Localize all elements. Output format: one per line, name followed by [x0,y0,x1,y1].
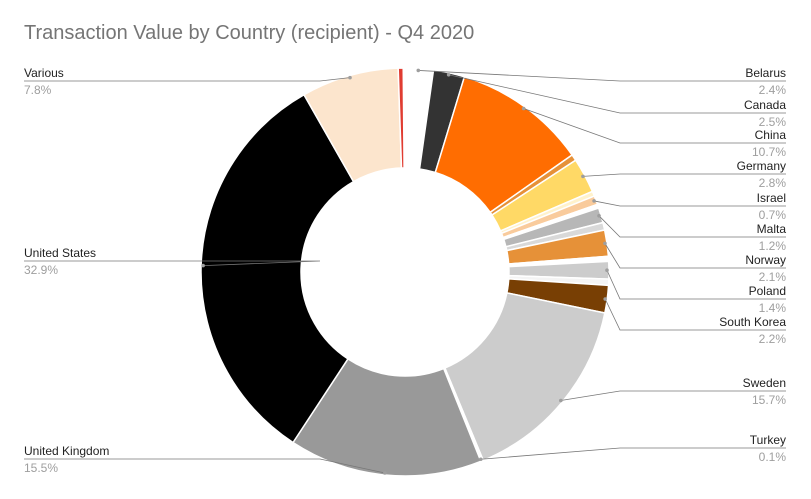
labels: Belarus 2.4%Canada 2.5%China 10.7%Germany 2.… [24,66,786,475]
label-name-canada: Canada [744,98,786,112]
leader-dot-israel [592,199,596,203]
leader-germany [582,173,786,177]
leader-dot-south-korea [603,297,607,301]
label-name-united-states: United States [24,246,96,260]
label-name-china: China [755,128,787,142]
leader-dot-norway [603,241,607,246]
label-value-south-korea: 2.2% [759,332,787,346]
leader-dot-sweden [559,398,563,403]
slice-unlabeled-21 [397,67,405,169]
label-value-united-states: 32.9% [24,263,58,277]
leader-canada [448,74,786,114]
label-name-turkey: Turkey [750,433,786,447]
leader-china [523,108,786,144]
label-value-israel: 0.7% [759,208,787,222]
slices [200,67,610,477]
leader-united-states [24,260,321,267]
leader-lines [24,68,786,475]
leader-dot-united-states [201,263,205,268]
leader-malta [598,215,786,238]
slice-united-states [200,93,355,444]
label-name-various: Various [24,66,64,80]
label-name-belarus: Belarus [745,66,786,80]
leader-turkey [480,447,786,460]
label-name-united-kingdom: United Kingdom [24,444,109,458]
leader-various [24,77,351,82]
leader-poland [606,270,786,300]
leader-sweden [560,390,786,401]
label-value-sweden: 15.7% [752,393,786,407]
label-value-united-kingdom: 15.5% [24,461,58,475]
leader-dot-malta [597,214,601,218]
leader-south-korea [604,298,786,331]
label-name-israel: Israel [757,191,786,205]
leader-dot-various [348,75,352,80]
label-name-sweden: Sweden [743,376,786,390]
chart-title: Transaction Value by Country (recipient)… [24,22,475,44]
label-value-various: 7.8% [24,83,52,97]
leader-belarus [418,70,786,82]
label-value-norway: 2.1% [759,270,787,284]
leader-dot-germany [581,174,585,179]
leader-dot-china [521,106,526,111]
label-name-norway: Norway [745,253,786,267]
leader-dot-belarus [416,68,421,73]
leader-israel [594,200,786,207]
leader-dot-poland [605,268,609,273]
leader-dot-turkey [478,457,483,462]
label-value-poland: 1.4% [759,301,787,315]
leader-united-kingdom [24,458,385,474]
label-name-germany: Germany [737,159,786,173]
leader-norway [604,243,786,269]
label-name-south-korea: South Korea [719,315,786,329]
slice-united-kingdom [291,357,482,477]
label-value-belarus: 2.4% [759,83,787,97]
label-value-germany: 2.8% [759,176,787,190]
label-value-china: 10.7% [752,145,786,159]
leader-dot-canada [446,72,451,77]
slice-sweden [443,292,606,462]
label-name-poland: Poland [749,284,786,298]
label-name-malta: Malta [757,222,787,236]
label-value-malta: 1.2% [759,239,787,253]
label-value-turkey: 0.1% [759,450,787,464]
leader-dot-united-kingdom [383,471,387,475]
label-value-canada: 2.5% [759,115,787,129]
